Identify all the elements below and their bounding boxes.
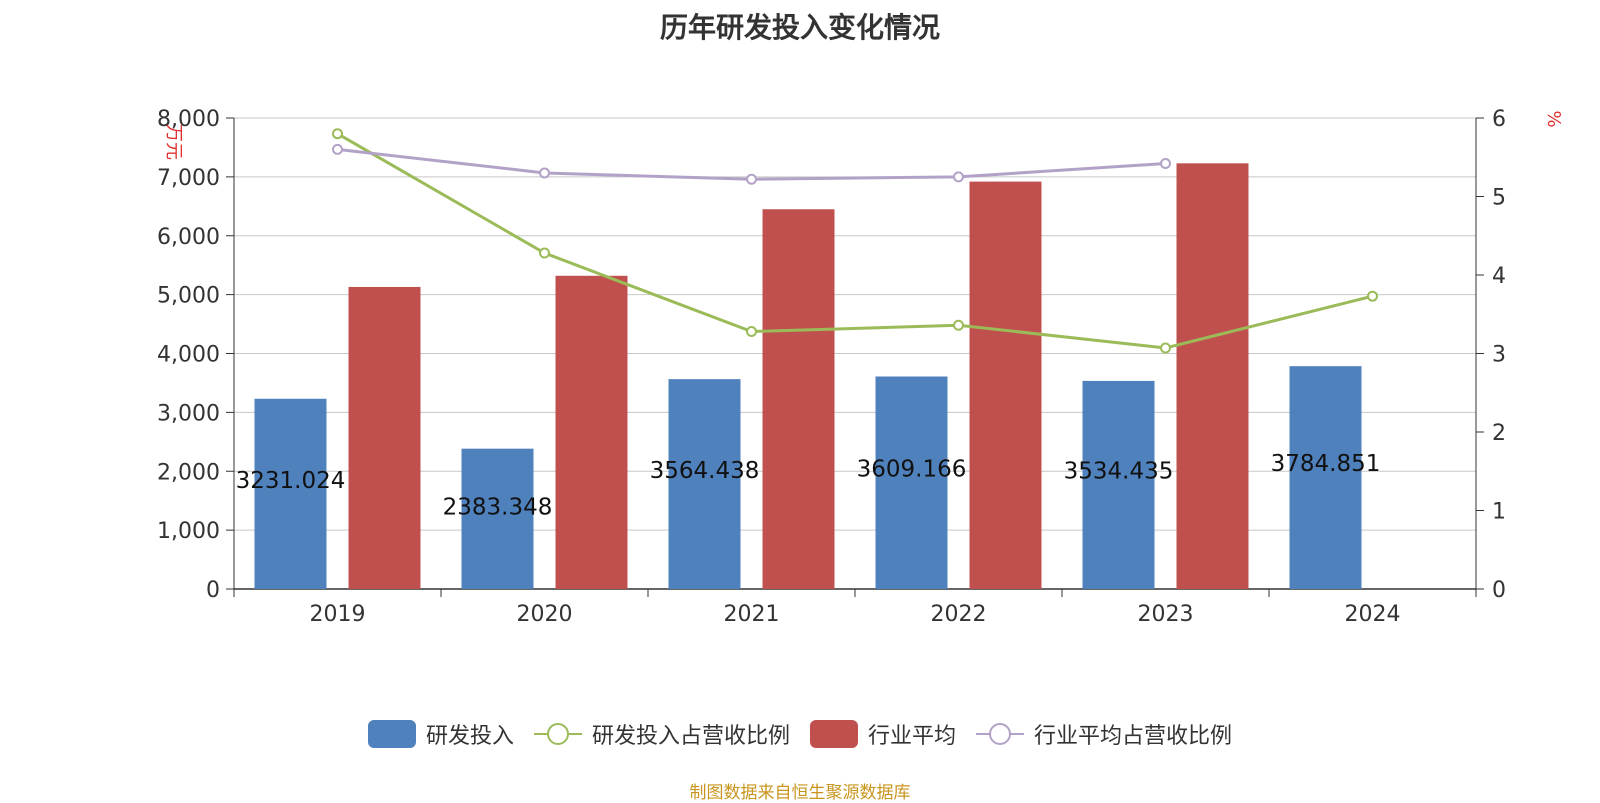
legend-item-industry-average[interactable]: 行业平均: [810, 718, 956, 750]
point-rd-ratio: [1160, 342, 1171, 354]
legend-item-rd-investment[interactable]: 研发投入: [367, 718, 514, 750]
bar-rd-investment: [875, 376, 948, 589]
data-label-rd-investment: 3784.851: [1271, 451, 1381, 477]
point-rd-ratio: [953, 319, 964, 331]
bar-industry-average: [762, 209, 835, 589]
bar-industry-average: [1176, 163, 1249, 590]
legend-label-rd-ratio: 研发投入占营收比例: [591, 724, 790, 749]
x-tick-label: 2021: [724, 602, 780, 627]
y-left-tick-label: 0: [206, 578, 220, 603]
data-label-rd-investment: 3564.438: [650, 458, 760, 484]
x-tick-label: 2022: [931, 602, 987, 627]
point-industry-ratio: [332, 143, 343, 155]
data-label-rd-investment: 3231.024: [236, 468, 346, 494]
y-left-tick-label: 6,000: [157, 225, 220, 250]
legend-item-industry-ratio[interactable]: 行业平均占营收比例: [976, 718, 1232, 750]
legend-swatch-industry-average: [810, 720, 858, 748]
data-source-note: 制图数据来自恒生聚源数据库: [689, 783, 911, 803]
bar-rd-investment: [254, 398, 327, 589]
legend-label-industry-average: 行业平均: [868, 724, 957, 749]
legend-label-industry-ratio: 行业平均占营收比例: [1034, 724, 1233, 749]
legend-swatch-industry-ratio: [976, 720, 1025, 748]
legend-label-rd-investment: 研发投入: [425, 724, 514, 749]
y-right-tick-label: 0: [1492, 578, 1506, 603]
chart-legend: 研发投入 研发投入占营收比例 行业平均 行业平均占营收比例: [0, 718, 1600, 750]
point-rd-ratio: [332, 128, 343, 140]
y-right-tick-label: 2: [1492, 421, 1506, 446]
x-tick-label: 2020: [517, 602, 573, 627]
legend-item-rd-ratio[interactable]: 研发投入占营收比例: [533, 718, 790, 750]
data-label-rd-investment: 3609.166: [857, 456, 967, 482]
bar-rd-investment: [1289, 366, 1362, 589]
data-label-rd-investment: 2383.348: [443, 495, 553, 521]
y-left-tick-label: 4,000: [157, 343, 220, 368]
y-right-tick-label: 3: [1492, 343, 1506, 368]
point-industry-ratio: [953, 171, 964, 183]
bar-industry-average: [969, 181, 1042, 589]
point-rd-ratio: [1367, 290, 1378, 302]
chart-title: 历年研发投入变化情况: [659, 11, 940, 44]
y-right-tick-label: 1: [1492, 500, 1506, 525]
point-industry-ratio: [746, 173, 757, 185]
bar-industry-average: [555, 275, 628, 589]
point-industry-ratio: [1160, 158, 1171, 170]
y-right-axis-unit: %: [1543, 110, 1564, 127]
point-industry-ratio: [539, 167, 550, 179]
y-left-tick-label: 7,000: [157, 166, 220, 191]
y-left-tick-label: 5,000: [157, 284, 220, 309]
y-right-tick-label: 6: [1492, 107, 1506, 132]
x-tick-label: 2023: [1138, 602, 1194, 627]
x-tick-label: 2019: [310, 602, 366, 627]
point-rd-ratio: [746, 326, 757, 338]
y-left-tick-label: 2,000: [157, 460, 220, 485]
y-left-tick-label: 3,000: [157, 401, 220, 426]
line-rd-ratio: [336, 132, 1373, 350]
y-right-tick-label: 5: [1492, 186, 1506, 211]
legend-swatch-rd-investment: [367, 720, 416, 748]
bar-industry-average: [348, 286, 421, 589]
bar-rd-investment: [1082, 380, 1155, 589]
y-left-tick-label: 8,000: [157, 107, 220, 132]
y-left-tick-label: 1,000: [157, 519, 220, 544]
y-left-axis-unit: 万元: [163, 124, 184, 160]
bar-rd-investment: [668, 379, 741, 589]
y-right-tick-label: 4: [1492, 264, 1506, 289]
point-rd-ratio: [539, 247, 550, 259]
data-label-rd-investment: 3534.435: [1064, 459, 1174, 485]
x-tick-label: 2024: [1345, 602, 1401, 627]
legend-swatch-rd-ratio: [533, 720, 582, 748]
bar-rd-investment: [461, 448, 534, 589]
